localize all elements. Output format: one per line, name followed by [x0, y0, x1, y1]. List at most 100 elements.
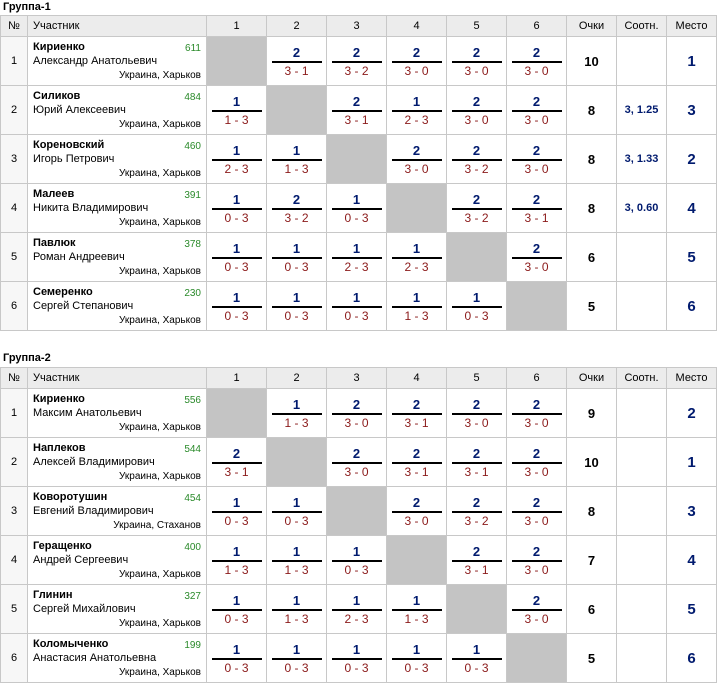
result-cell[interactable]: 1 0 - 3 — [206, 633, 267, 683]
player-name-link[interactable]: Павлюк — [33, 237, 76, 249]
points-cell: 10 — [566, 36, 617, 86]
player-name-link[interactable]: Геращенко — [33, 540, 92, 552]
table-row: 6 Коломыченко Анастасия Анатольевна 199 Укра… — [0, 633, 717, 683]
result-cell[interactable]: 1 0 - 3 — [206, 232, 267, 282]
result-divider — [211, 207, 262, 210]
player-cell: Наплеков Алексей Владимирович 544 Украина, … — [27, 437, 207, 487]
result-cell[interactable]: 1 0 - 3 — [266, 486, 327, 536]
result-cell[interactable]: 2 3 - 1 — [506, 183, 567, 233]
result-cell[interactable]: 1 0 - 3 — [446, 633, 507, 683]
result-cell[interactable]: 1 0 - 3 — [266, 633, 327, 683]
result-cell[interactable]: 2 3 - 1 — [446, 535, 507, 585]
player-name-link[interactable]: Силиков — [33, 90, 81, 102]
result-cell[interactable]: 2 3 - 0 — [386, 134, 447, 184]
player-rating: 556 — [184, 395, 201, 406]
player-cell: Малеев Никита Владимирович 391 Украина, Хар… — [27, 183, 207, 233]
result-cell[interactable]: 1 1 - 3 — [266, 134, 327, 184]
player-name-link[interactable]: Малеев — [33, 188, 75, 200]
result-cell[interactable]: 1 0 - 3 — [266, 232, 327, 282]
result-cell[interactable]: 1 2 - 3 — [206, 134, 267, 184]
result-cell[interactable]: 2 3 - 0 — [326, 437, 387, 487]
result-cell[interactable]: 1 0 - 3 — [206, 183, 267, 233]
player-rating: 400 — [184, 542, 201, 553]
result-cell[interactable]: 1 0 - 3 — [266, 281, 327, 331]
result-divider — [331, 109, 382, 112]
result-cell[interactable]: 1 1 - 3 — [386, 281, 447, 331]
result-cell[interactable]: 2 3 - 0 — [506, 36, 567, 86]
player-name-link[interactable]: Коворотушин — [33, 491, 108, 503]
result-cell[interactable]: 2 3 - 0 — [506, 85, 567, 135]
result-cell[interactable]: 1 0 - 3 — [446, 281, 507, 331]
result-cell[interactable]: 2 3 - 0 — [326, 388, 387, 438]
result-cell[interactable]: 1 2 - 3 — [386, 85, 447, 135]
result-cell[interactable]: 1 1 - 3 — [206, 85, 267, 135]
match-score: 1 - 3 — [404, 308, 429, 323]
result-cell[interactable]: 1 0 - 3 — [206, 281, 267, 331]
player-name-link[interactable]: Кириенко — [33, 41, 85, 53]
self-cell — [446, 232, 507, 282]
result-cell[interactable]: 1 2 - 3 — [386, 232, 447, 282]
result-cell[interactable]: 2 3 - 0 — [506, 535, 567, 585]
result-cell[interactable]: 2 3 - 1 — [266, 36, 327, 86]
result-cell[interactable]: 2 3 - 1 — [446, 437, 507, 487]
points-cell: 6 — [566, 584, 617, 634]
column-header-player: Участник — [27, 367, 207, 389]
result-cell[interactable]: 1 1 - 3 — [206, 535, 267, 585]
result-cell[interactable]: 2 3 - 0 — [386, 36, 447, 86]
result-cell[interactable]: 2 3 - 0 — [446, 388, 507, 438]
result-cell[interactable]: 1 0 - 3 — [326, 633, 387, 683]
result-cell[interactable]: 1 1 - 3 — [386, 584, 447, 634]
player-name-link[interactable]: Наплеков — [33, 442, 86, 454]
result-cell[interactable]: 2 3 - 0 — [506, 437, 567, 487]
result-cell[interactable]: 1 1 - 3 — [266, 388, 327, 438]
player-cell: Павлюк Роман Андреевич 378 Украина, Харьков — [27, 232, 207, 282]
player-name-link[interactable]: Кириенко — [33, 393, 85, 405]
result-cell[interactable]: 2 3 - 2 — [446, 183, 507, 233]
game-points: 2 — [412, 396, 421, 412]
result-cell[interactable]: 1 0 - 3 — [206, 584, 267, 634]
player-name-link[interactable]: Глинин — [33, 589, 73, 601]
result-divider — [391, 461, 442, 464]
player-name-link[interactable]: Кореновский — [33, 139, 105, 151]
column-header-opponent-3: 3 — [326, 15, 387, 37]
result-cell[interactable]: 2 3 - 0 — [506, 232, 567, 282]
result-cell[interactable]: 2 3 - 1 — [386, 388, 447, 438]
result-cell[interactable]: 1 0 - 3 — [326, 281, 387, 331]
result-cell[interactable]: 1 0 - 3 — [326, 535, 387, 585]
result-cell[interactable]: 2 3 - 0 — [506, 134, 567, 184]
result-cell[interactable]: 2 3 - 0 — [506, 584, 567, 634]
result-cell[interactable]: 2 3 - 0 — [446, 85, 507, 135]
player-rating: 378 — [184, 239, 201, 250]
result-cell[interactable]: 1 0 - 3 — [326, 183, 387, 233]
game-points: 1 — [412, 592, 421, 608]
player-city: Украина, Харьков — [119, 70, 201, 81]
match-score: 3 - 1 — [464, 464, 489, 479]
result-cell[interactable]: 2 3 - 1 — [386, 437, 447, 487]
result-cell[interactable]: 2 3 - 2 — [326, 36, 387, 86]
result-divider — [391, 158, 442, 161]
column-header-place: Место — [666, 367, 717, 389]
game-points: 1 — [292, 289, 301, 305]
self-cell — [506, 281, 567, 331]
result-cell[interactable]: 2 3 - 0 — [506, 486, 567, 536]
result-cell[interactable]: 1 1 - 3 — [266, 584, 327, 634]
result-cell[interactable]: 2 3 - 1 — [326, 85, 387, 135]
player-name-link[interactable]: Семеренко — [33, 286, 93, 298]
result-cell[interactable]: 2 3 - 2 — [446, 134, 507, 184]
result-cell[interactable]: 1 1 - 3 — [266, 535, 327, 585]
result-cell[interactable]: 2 3 - 0 — [386, 486, 447, 536]
result-cell[interactable]: 2 3 - 1 — [206, 437, 267, 487]
game-points: 1 — [412, 240, 421, 256]
result-cell[interactable]: 1 0 - 3 — [386, 633, 447, 683]
result-cell[interactable]: 1 0 - 3 — [206, 486, 267, 536]
result-cell[interactable]: 2 3 - 2 — [266, 183, 327, 233]
result-cell[interactable]: 2 3 - 0 — [446, 36, 507, 86]
result-cell[interactable]: 2 3 - 0 — [506, 388, 567, 438]
player-name-link[interactable]: Коломыченко — [33, 638, 109, 650]
place-cell: 5 — [666, 232, 717, 282]
result-cell[interactable]: 2 3 - 2 — [446, 486, 507, 536]
result-cell[interactable]: 1 2 - 3 — [326, 232, 387, 282]
self-cell — [206, 36, 267, 86]
row-number: 6 — [0, 633, 28, 683]
result-cell[interactable]: 1 2 - 3 — [326, 584, 387, 634]
